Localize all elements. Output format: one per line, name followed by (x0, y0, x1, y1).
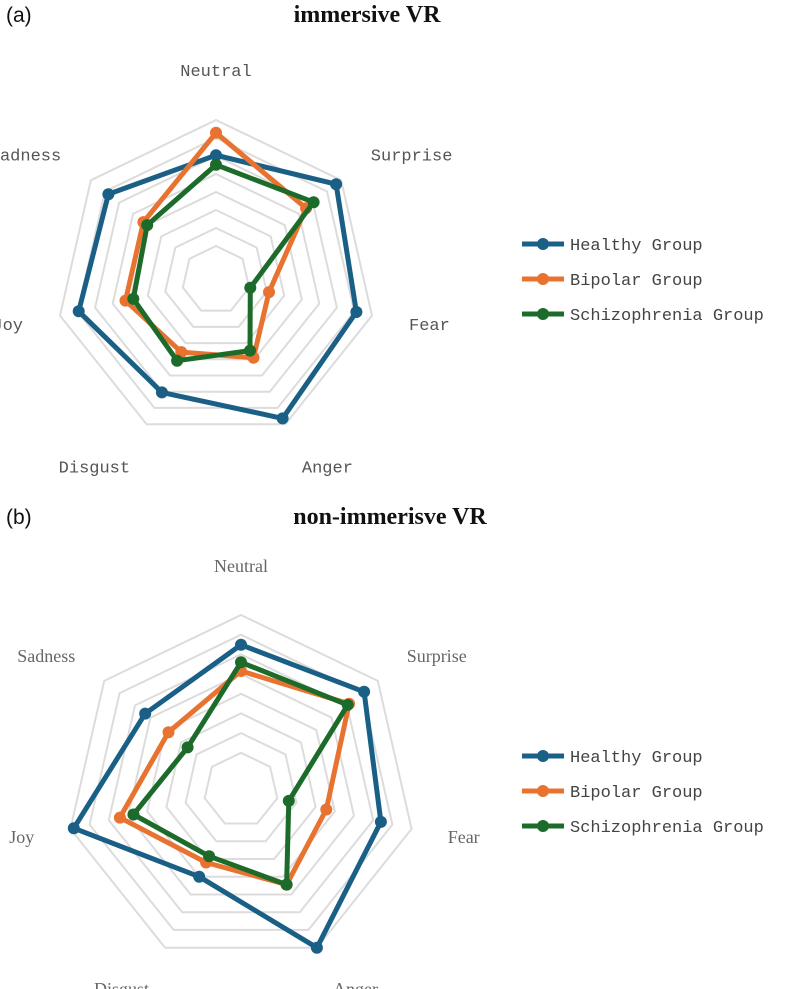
data-point (181, 741, 194, 754)
grid-ring (76, 136, 356, 409)
data-point (263, 286, 275, 299)
legend-immersive: Healthy Group Bipolar Group Schizophrenia … (522, 237, 764, 326)
panel-b: (b) non-immerisve VR Neutral Surprise Fear… (6, 504, 764, 989)
data-point (67, 822, 80, 835)
axis-label-neutral: Neutral (214, 556, 268, 576)
legend-swatch-marker (537, 750, 549, 762)
axis-label-surprise: Surprise (407, 646, 467, 666)
legend-non-immersive: Healthy Group Bipolar Group Schizophrenia … (522, 749, 764, 838)
legend-label: Bipolar Group (570, 784, 703, 803)
series-line (117, 668, 352, 888)
series-line (71, 642, 384, 951)
series-line (130, 162, 317, 364)
data-point (141, 219, 154, 232)
grid-ring (126, 672, 356, 896)
grid-ring (58, 118, 374, 426)
legend-item: Schizophrenia Group (522, 819, 764, 838)
legend-swatch-marker (537, 238, 549, 250)
grid-ring (203, 751, 279, 825)
legend-swatch-marker (537, 308, 549, 320)
axis-label-joy: Joy (9, 827, 34, 847)
grid-ring (165, 712, 317, 860)
legend-item: Bipolar Group (522, 784, 703, 803)
panel-b-label: (b) (6, 506, 32, 529)
data-point (171, 354, 184, 367)
grid-ring (164, 226, 268, 328)
legend-label: Schizophrenia Group (570, 307, 764, 326)
data-point (210, 149, 222, 162)
data-point (310, 941, 323, 954)
grid-ring (107, 653, 375, 914)
axis-label-disgust: Disgust (94, 979, 149, 989)
panel-b-title: non-immerisve VR (293, 504, 487, 530)
legend-item: Schizophrenia Group (522, 307, 764, 326)
axis-label-disgust: Disgust (59, 459, 130, 478)
legend-label: Schizophrenia Group (570, 819, 764, 838)
data-point (127, 808, 140, 821)
legend-item: Healthy Group (522, 749, 703, 768)
axis-label-fear: Fear (409, 317, 450, 336)
data-point (72, 305, 85, 318)
axis-label-joy: Joy (0, 317, 23, 336)
legend-swatch-marker (537, 820, 549, 832)
data-point (210, 158, 222, 171)
data-point (235, 656, 247, 669)
data-point (203, 850, 216, 863)
series-line (76, 152, 359, 421)
radar-grid (69, 613, 413, 949)
grid-ring (69, 613, 413, 949)
data-point (358, 685, 371, 698)
legend-label: Bipolar Group (570, 272, 703, 291)
legend-item: Healthy Group (522, 237, 703, 256)
series-schizophrenia-group (127, 656, 354, 891)
radar-chart-immersive: Neutral Surprise Fear Anger Disgust Joy Sadnes… (0, 63, 452, 478)
grid-ring (111, 172, 321, 377)
data-point (210, 126, 222, 139)
data-point (276, 412, 289, 425)
data-point (162, 726, 175, 739)
data-point (193, 870, 206, 883)
legend-label: Healthy Group (570, 749, 703, 768)
radar-chart-non-immersive: Neutral Surprise Fear Anger Disgust Joy Sadnes… (9, 556, 479, 989)
legend-swatch-marker (537, 785, 549, 797)
data-point (235, 638, 247, 651)
axis-label-surprise: Surprise (371, 148, 453, 167)
panel-a-title: immersive VR (294, 2, 442, 28)
data-point (127, 292, 140, 305)
data-point (113, 811, 126, 824)
data-point (341, 698, 354, 711)
axis-label-fear: Fear (448, 827, 480, 847)
data-point (155, 386, 168, 399)
grid-ring (181, 244, 251, 312)
grid-ring (94, 154, 338, 393)
data-point (350, 306, 363, 318)
grid-ring (184, 731, 298, 843)
data-point (244, 344, 256, 357)
data-point (244, 281, 257, 294)
axis-label-neutral: Neutral (180, 63, 251, 82)
legend-label: Healthy Group (570, 237, 703, 256)
data-point (374, 815, 387, 828)
axis-label-anger: Anger (333, 979, 378, 989)
legend-item: Bipolar Group (522, 272, 703, 291)
data-point (139, 707, 152, 720)
data-point (307, 196, 320, 209)
legend-swatch-marker (537, 273, 549, 285)
data-point (280, 878, 293, 891)
axis-label-sadness: Sadness (0, 148, 61, 167)
series-line (131, 659, 351, 888)
series-healthy-group (72, 149, 363, 425)
data-point (282, 794, 295, 807)
data-point (320, 803, 333, 816)
data-point (330, 178, 343, 191)
axis-label-anger: Anger (302, 459, 353, 478)
axis-label-sadness: Sadness (17, 646, 75, 666)
series-schizophrenia-group (127, 158, 320, 367)
series-healthy-group (67, 638, 387, 954)
grid-ring (146, 208, 286, 345)
panel-a-label: (a) (6, 4, 32, 27)
panel-a: (a) immersive VR Neutral Surprise Fear Ange… (0, 2, 764, 478)
data-point (102, 188, 115, 201)
